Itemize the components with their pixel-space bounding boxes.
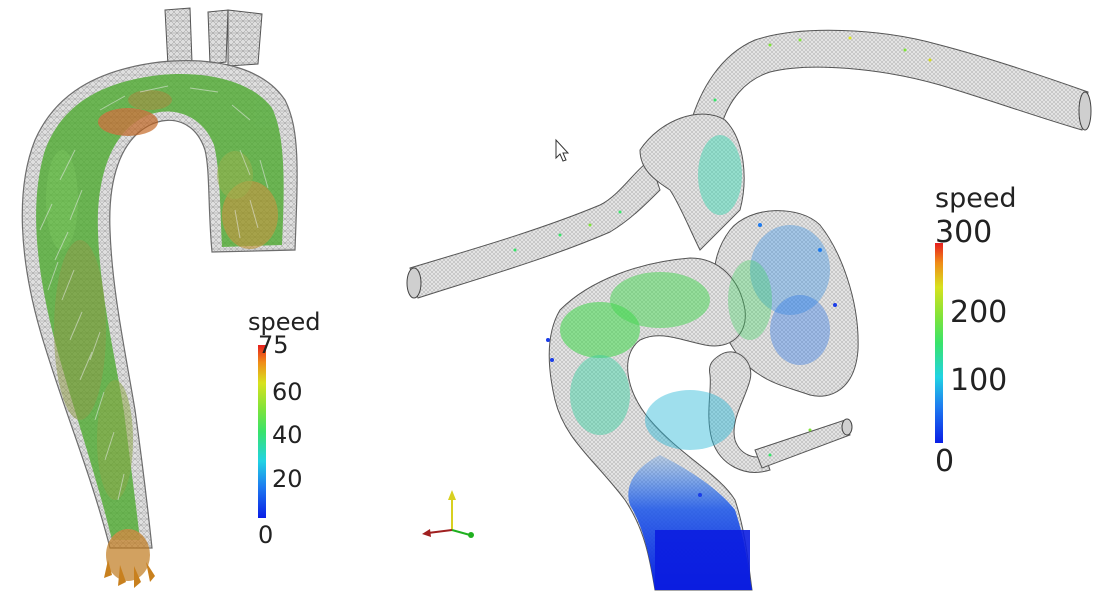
- orientation-axes-icon: [422, 490, 474, 538]
- left-legend-title: speed: [248, 308, 321, 336]
- right-legend-tick: 0: [935, 444, 954, 479]
- right-legend-colorbar: [935, 243, 943, 443]
- aorta-branch-vessel: [227, 9, 263, 67]
- vessel-junction: [639, 113, 745, 251]
- right-speed-legend: speed 300 200 100 0: [935, 183, 1017, 479]
- aorta-speed-glyphs: [36, 74, 284, 581]
- left-speed-legend: speed 75 60 40 20 0: [248, 308, 321, 549]
- aorta-arrow-streaks: [39, 85, 269, 501]
- aorta-outlet-arrows: [104, 560, 155, 588]
- left-legend-tick: 20: [272, 465, 303, 493]
- right-legend-title: speed: [935, 183, 1017, 214]
- right-legend-tick: 100: [950, 363, 1007, 398]
- vessel-side-tube: [754, 419, 851, 469]
- particle-speckles: [513, 36, 932, 497]
- vessel-end-cap: [1078, 91, 1092, 131]
- right-legend-tick: 300: [935, 215, 992, 250]
- left-legend-colorbar: [258, 345, 266, 518]
- aorta-branch-vessel: [164, 7, 193, 67]
- left-legend-tick: 60: [272, 378, 303, 406]
- mouse-pointer-icon: [555, 138, 570, 162]
- aorta-branch-vessel: [207, 9, 229, 65]
- right-legend-tick: 200: [950, 295, 1007, 330]
- vessel-branch-top: [689, 29, 1089, 131]
- aorta-model[interactable]: [21, 7, 298, 588]
- vessel-branch-left: [409, 159, 661, 299]
- left-legend-tick: 40: [272, 421, 303, 449]
- cerebral-vessel-model[interactable]: [406, 29, 1092, 591]
- particle-speed-overlay: [560, 135, 830, 590]
- vessel-side-loop: [708, 351, 771, 473]
- left-legend-tick: 0: [258, 521, 273, 549]
- vessel-end-cap: [406, 267, 422, 299]
- left-legend-tick: 75: [258, 331, 289, 359]
- vessel-end-cap: [841, 418, 853, 436]
